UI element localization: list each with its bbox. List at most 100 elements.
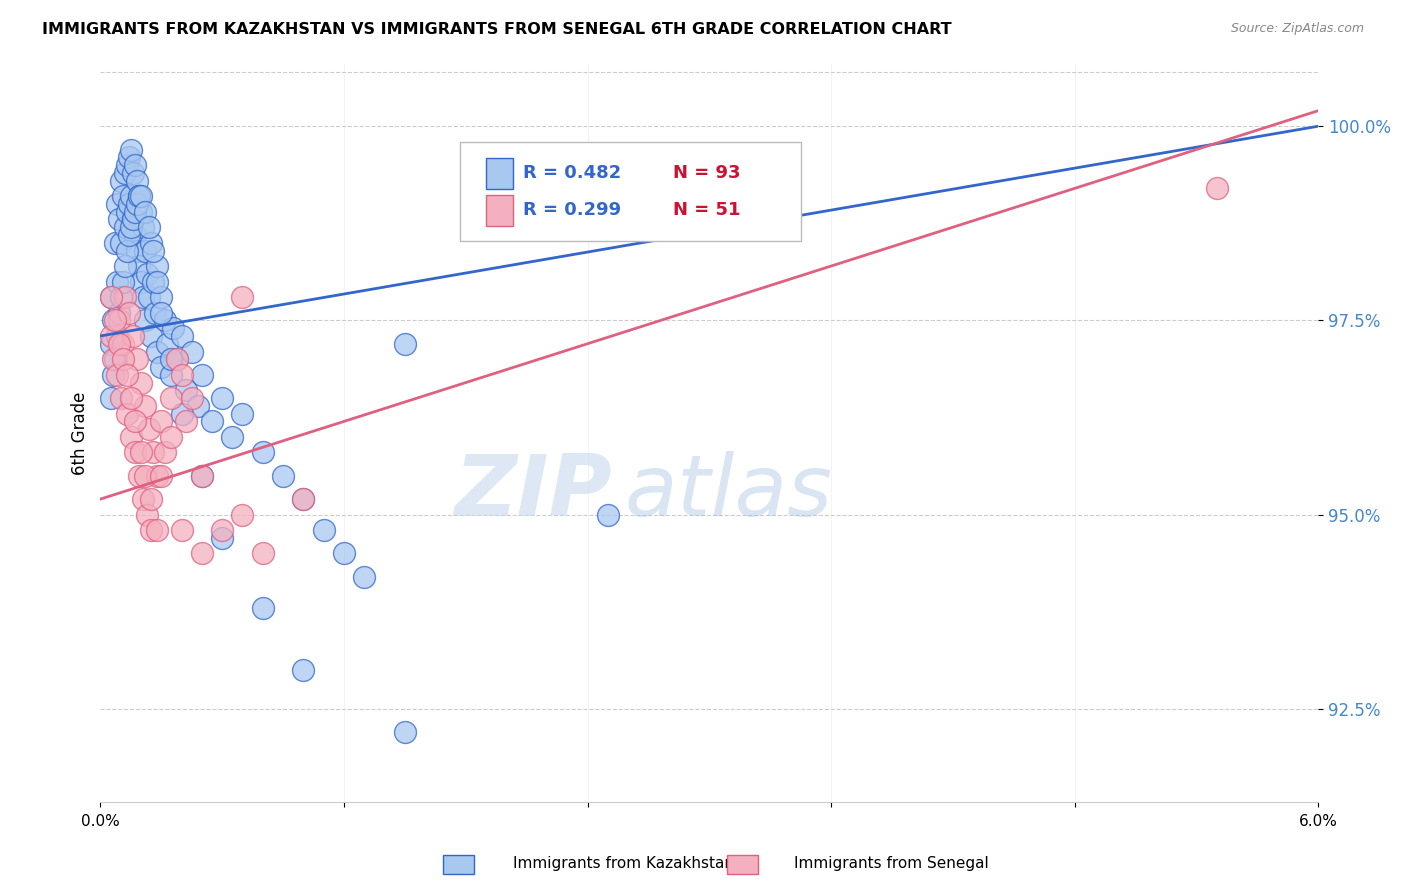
Point bbox=[187, 399, 209, 413]
Point bbox=[191, 468, 214, 483]
Point bbox=[160, 391, 183, 405]
Point bbox=[105, 275, 128, 289]
Point bbox=[120, 189, 142, 203]
Point bbox=[100, 336, 122, 351]
Point bbox=[128, 189, 150, 203]
Point bbox=[124, 445, 146, 459]
Point bbox=[170, 523, 193, 537]
Point bbox=[139, 523, 162, 537]
Point bbox=[292, 492, 315, 507]
Point bbox=[150, 359, 173, 374]
Point bbox=[101, 352, 124, 367]
Point bbox=[134, 204, 156, 219]
Point bbox=[107, 212, 129, 227]
FancyBboxPatch shape bbox=[460, 142, 800, 241]
Point bbox=[107, 306, 129, 320]
Point bbox=[394, 336, 416, 351]
Point bbox=[146, 344, 169, 359]
Point bbox=[114, 166, 136, 180]
Point bbox=[146, 523, 169, 537]
Point bbox=[111, 189, 134, 203]
Y-axis label: 6th Grade: 6th Grade bbox=[72, 392, 89, 475]
Point bbox=[114, 290, 136, 304]
Point bbox=[170, 368, 193, 382]
Point bbox=[100, 290, 122, 304]
Point bbox=[292, 663, 315, 677]
Text: IMMIGRANTS FROM KAZAKHSTAN VS IMMIGRANTS FROM SENEGAL 6TH GRADE CORRELATION CHAR: IMMIGRANTS FROM KAZAKHSTAN VS IMMIGRANTS… bbox=[42, 22, 952, 37]
Point bbox=[162, 321, 184, 335]
Point bbox=[105, 197, 128, 211]
Point bbox=[138, 422, 160, 436]
Point bbox=[129, 189, 152, 203]
Point bbox=[103, 352, 125, 367]
Point bbox=[103, 235, 125, 250]
Point bbox=[211, 391, 233, 405]
Point bbox=[111, 336, 134, 351]
Point bbox=[129, 204, 152, 219]
Point bbox=[191, 547, 214, 561]
Point bbox=[121, 166, 143, 180]
Point bbox=[134, 468, 156, 483]
Point bbox=[150, 290, 173, 304]
Point bbox=[121, 329, 143, 343]
Point bbox=[120, 220, 142, 235]
Text: Immigrants from Kazakhstan: Immigrants from Kazakhstan bbox=[513, 856, 734, 871]
Point bbox=[150, 468, 173, 483]
Point bbox=[191, 368, 214, 382]
Point bbox=[142, 244, 165, 258]
Point bbox=[125, 244, 148, 258]
Point bbox=[132, 290, 155, 304]
Point bbox=[125, 173, 148, 187]
Point bbox=[125, 352, 148, 367]
Point bbox=[115, 158, 138, 172]
Point bbox=[201, 414, 224, 428]
Point bbox=[120, 143, 142, 157]
Point bbox=[312, 523, 335, 537]
Point bbox=[156, 336, 179, 351]
Point bbox=[150, 306, 173, 320]
Point bbox=[105, 368, 128, 382]
Point bbox=[231, 508, 253, 522]
Point bbox=[252, 600, 274, 615]
Point bbox=[142, 275, 165, 289]
Point bbox=[136, 508, 159, 522]
Point bbox=[252, 445, 274, 459]
Point bbox=[110, 235, 132, 250]
Point bbox=[170, 329, 193, 343]
Point bbox=[134, 313, 156, 327]
Point bbox=[114, 259, 136, 273]
Point bbox=[292, 492, 315, 507]
Point bbox=[101, 368, 124, 382]
Point bbox=[166, 352, 188, 367]
Point bbox=[174, 414, 197, 428]
Point bbox=[120, 430, 142, 444]
Point bbox=[115, 204, 138, 219]
Point bbox=[128, 259, 150, 273]
Bar bbox=[486, 158, 513, 189]
Point bbox=[1205, 181, 1227, 195]
Point bbox=[129, 376, 152, 390]
Point bbox=[100, 329, 122, 343]
Point bbox=[353, 570, 375, 584]
Point bbox=[252, 547, 274, 561]
Point bbox=[101, 313, 124, 327]
Text: 6.0%: 6.0% bbox=[1299, 814, 1337, 829]
Text: Source: ZipAtlas.com: Source: ZipAtlas.com bbox=[1230, 22, 1364, 36]
Point bbox=[136, 267, 159, 281]
Point bbox=[129, 275, 152, 289]
Point bbox=[221, 430, 243, 444]
Point bbox=[100, 290, 122, 304]
Point bbox=[115, 368, 138, 382]
Point bbox=[174, 384, 197, 398]
Point bbox=[132, 220, 155, 235]
Point bbox=[107, 336, 129, 351]
Point bbox=[596, 508, 619, 522]
Point bbox=[118, 197, 141, 211]
Point bbox=[139, 329, 162, 343]
Text: N = 93: N = 93 bbox=[673, 164, 741, 182]
Point bbox=[103, 313, 125, 327]
Point bbox=[121, 212, 143, 227]
Point bbox=[134, 244, 156, 258]
Point bbox=[160, 368, 183, 382]
Point bbox=[114, 220, 136, 235]
